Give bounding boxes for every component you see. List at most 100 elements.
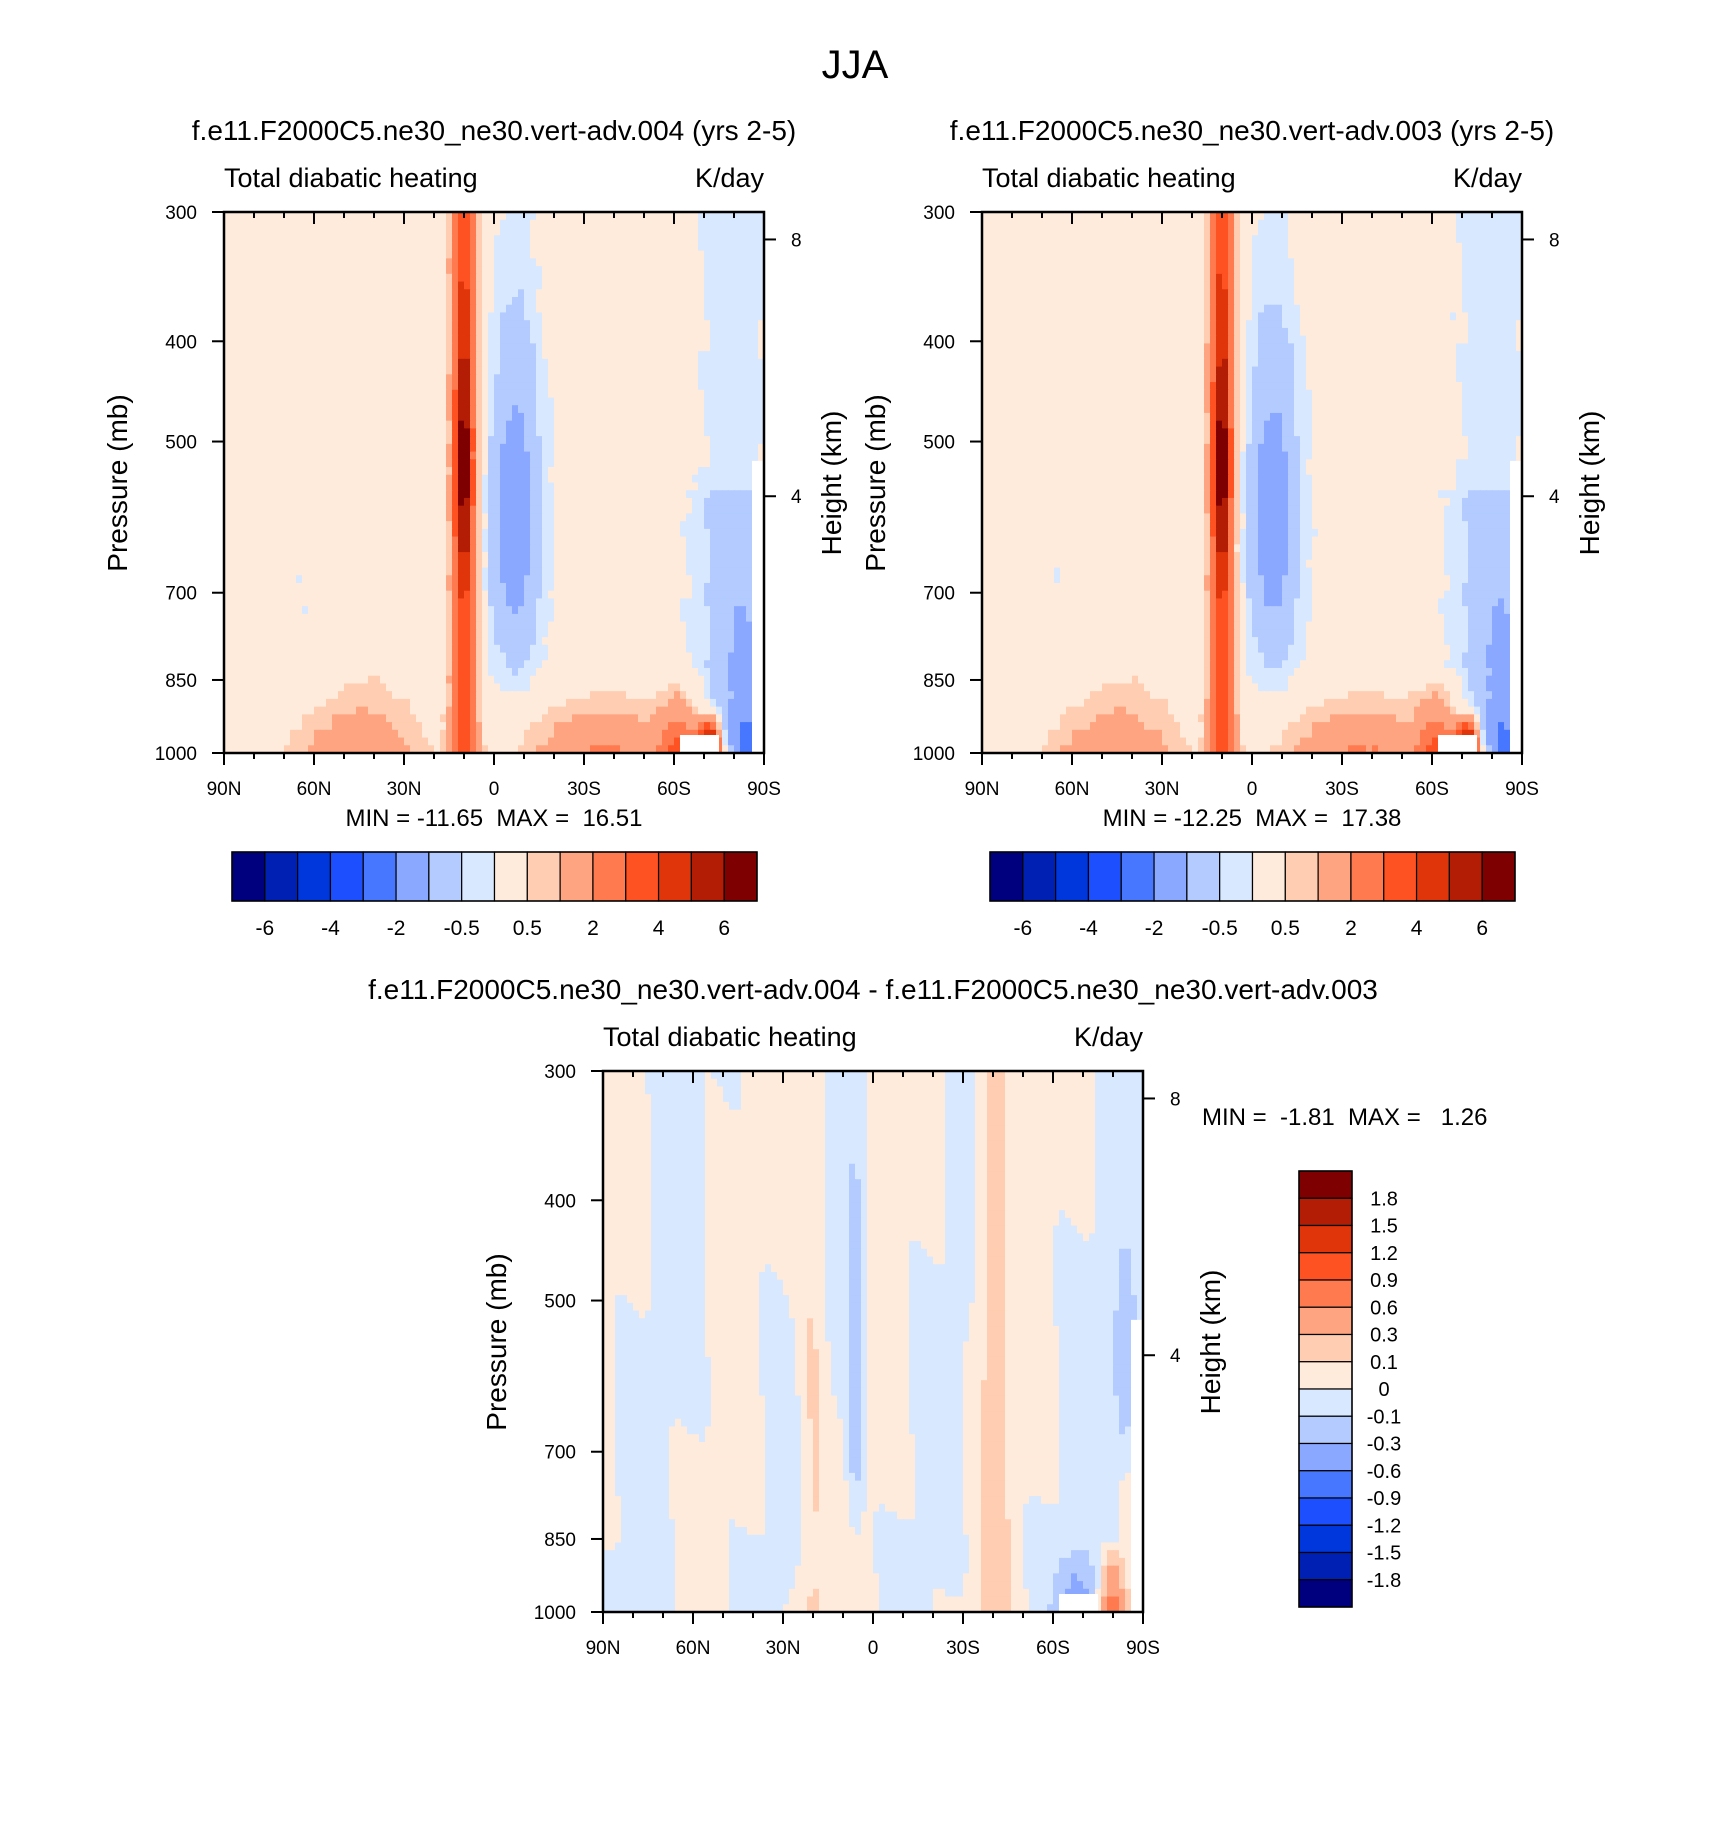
field-cell: [368, 613, 375, 623]
field-cell: [302, 366, 309, 375]
field-cell: [638, 528, 645, 538]
field-cell: [470, 242, 477, 252]
field-cell: [242, 351, 249, 360]
field-cell: [638, 312, 645, 321]
field-cell: [374, 521, 381, 530]
field-cell: [608, 250, 615, 259]
field-cell: [608, 235, 615, 244]
field-cell: [470, 250, 477, 259]
field-cell: [530, 436, 537, 445]
field-cell: [668, 490, 675, 499]
field-cell: [260, 575, 267, 584]
field-cell: [254, 459, 261, 468]
field-cell: [422, 459, 429, 468]
field-cell: [266, 304, 273, 314]
field-cell: [620, 382, 627, 391]
field-cell: [302, 304, 309, 314]
field-cell: [326, 637, 333, 646]
field-cell: [290, 327, 297, 337]
field-cell: [302, 250, 309, 259]
field-cell: [344, 521, 351, 530]
field-cell: [680, 559, 687, 569]
field-cell: [398, 312, 405, 321]
field-cell: [296, 266, 303, 275]
field-cell: [236, 497, 243, 507]
field-cell: [650, 482, 657, 491]
field-cell: [416, 451, 423, 460]
field-cell: [284, 521, 291, 530]
field-cell: [290, 544, 297, 553]
field-cell: [740, 320, 747, 329]
field-cell: [716, 327, 723, 337]
field-cell: [290, 497, 297, 507]
field-cell: [302, 297, 309, 306]
field-cell: [350, 598, 357, 607]
field-cell: [716, 552, 723, 561]
field-cell: [644, 598, 651, 607]
field-cell: [692, 351, 699, 360]
field-cell: [404, 382, 411, 391]
field-cell: [674, 397, 681, 406]
field-cell: [722, 575, 729, 584]
field-cell: [626, 358, 633, 368]
field-cell: [614, 420, 621, 429]
field-cell: [668, 544, 675, 553]
field-cell: [464, 374, 471, 383]
field-cell: [560, 258, 567, 267]
field-cell: [704, 335, 711, 344]
field-cell: [230, 482, 237, 491]
field-cell: [368, 235, 375, 244]
field-cell: [416, 459, 423, 468]
field-cell: [404, 590, 411, 600]
field-cell: [386, 405, 393, 414]
field-cell: [548, 389, 555, 399]
field-cell: [386, 497, 393, 507]
field-cell: [470, 227, 477, 236]
field-cell: [278, 405, 285, 414]
field-cell: [638, 451, 645, 460]
field-cell: [464, 235, 471, 244]
field-cell: [428, 320, 435, 329]
field-cell: [644, 606, 651, 615]
field-cell: [446, 474, 453, 484]
field-cell: [632, 629, 639, 638]
field-cell: [314, 575, 321, 584]
field-cell: [692, 266, 699, 275]
field-cell: [716, 242, 723, 252]
field-cell: [620, 250, 627, 259]
field-cell: [344, 242, 351, 252]
field-cell: [278, 351, 285, 360]
field-cell: [524, 297, 531, 306]
field-cell: [530, 513, 537, 522]
field-cell: [422, 521, 429, 530]
field-cell: [638, 219, 645, 229]
field-cell: [668, 219, 675, 229]
field-cell: [272, 366, 279, 375]
field-cell: [656, 567, 663, 576]
field-cell: [314, 320, 321, 329]
field-cell: [308, 219, 315, 229]
field-cell: [332, 436, 339, 445]
field-cell: [614, 497, 621, 507]
field-cell: [422, 242, 429, 252]
field-cell: [680, 382, 687, 391]
field-cell: [710, 343, 717, 352]
field-cell: [650, 567, 657, 576]
field-cell: [704, 613, 711, 623]
field-cell: [638, 358, 645, 368]
field-cell: [734, 582, 741, 592]
field-cell: [362, 629, 369, 638]
field-cell: [398, 382, 405, 391]
field-cell: [242, 397, 249, 406]
field-cell: [470, 451, 477, 460]
field-cell: [470, 366, 477, 375]
field-cell: [524, 258, 531, 267]
field-cell: [290, 382, 297, 391]
field-cell: [410, 467, 417, 476]
field-cell: [740, 297, 747, 306]
field-cell: [626, 428, 633, 437]
field-cell: [572, 528, 579, 538]
field-cell: [656, 513, 663, 522]
field-cell: [284, 212, 291, 221]
field-cell: [428, 327, 435, 337]
